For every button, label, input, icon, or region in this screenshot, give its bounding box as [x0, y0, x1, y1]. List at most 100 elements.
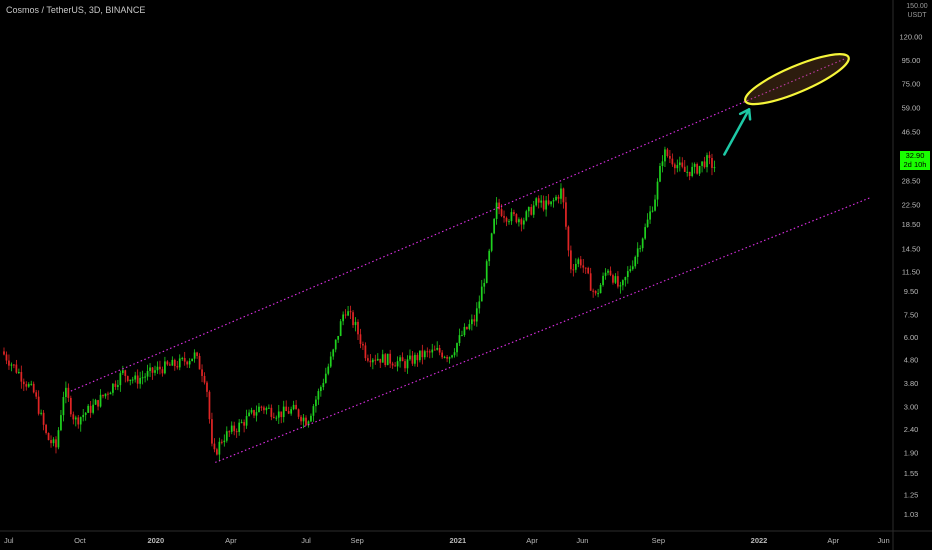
chart-title: Cosmos / TetherUS, 3D, BINANCE: [6, 5, 146, 15]
candle-body: [223, 440, 226, 443]
y-tick-label: 14.50: [902, 244, 921, 253]
last-price-badge[interactable]: 32.90 2d 10h: [900, 151, 930, 170]
candle-body: [79, 417, 82, 425]
candle-body: [324, 373, 327, 383]
candle-body: [451, 355, 453, 358]
candle-body: [114, 383, 117, 387]
y-tick-label: 59.00: [902, 104, 921, 113]
candle-body: [426, 351, 429, 353]
candle-body: [344, 314, 347, 316]
candle-body: [696, 164, 698, 174]
candle-body: [369, 360, 372, 363]
target-arrow-shaft: [723, 108, 751, 156]
candle-body: [379, 358, 382, 363]
candle-body: [550, 201, 552, 205]
candle-body: [391, 363, 394, 366]
candle-body: [178, 358, 181, 368]
candle-body: [151, 367, 154, 373]
candle-body: [399, 357, 401, 362]
candle-body: [102, 394, 104, 397]
candle-body: [285, 406, 288, 412]
candle-body: [419, 350, 421, 361]
candle-body: [117, 385, 119, 387]
candle-body: [3, 351, 5, 355]
candle-body: [329, 356, 332, 367]
candle-body: [493, 218, 496, 234]
candle-body: [498, 202, 500, 210]
candle-body: [607, 270, 609, 273]
candle-body: [57, 430, 60, 448]
x-axis: Jul Oct 2020 Apr Jul Sep 2021 Apr Jun Sep 2022 Apr J…: [4, 536, 890, 545]
candle-body: [134, 375, 137, 380]
candle-body: [508, 221, 510, 223]
x-tick-label: Apr: [827, 536, 839, 545]
candle-body: [681, 162, 684, 167]
y-tick-label: 11.50: [902, 268, 920, 277]
candle-body: [270, 407, 273, 417]
candle-body: [352, 312, 354, 326]
candle-body: [265, 407, 268, 411]
candle-body: [428, 351, 431, 353]
candle-body: [349, 311, 352, 313]
candle-body: [678, 162, 681, 166]
candle-body: [211, 419, 213, 444]
candle-body: [644, 227, 647, 239]
candle-countdown: 2d 10h: [903, 160, 927, 169]
candle-body: [480, 286, 483, 302]
y-tick-label: 120.00: [900, 32, 923, 41]
candle-body: [201, 369, 203, 376]
candle-body: [589, 273, 592, 291]
candle-body: [453, 352, 456, 356]
candle-body: [381, 354, 384, 363]
candle-body: [176, 366, 179, 368]
candle-body: [280, 411, 283, 418]
candle-body: [245, 416, 248, 426]
candle-body: [342, 314, 345, 322]
candle-body: [416, 354, 419, 361]
candle-body: [651, 210, 654, 212]
candle-body: [636, 248, 639, 257]
candle-body: [13, 364, 15, 366]
candle-body: [104, 393, 107, 397]
candle-body: [35, 392, 38, 397]
candle-body: [527, 207, 530, 212]
candle-body: [238, 422, 241, 432]
candle-body: [339, 321, 342, 336]
candle-body: [97, 400, 99, 407]
candle-body: [141, 377, 144, 379]
candle-body: [698, 165, 701, 174]
candle-body: [347, 311, 349, 316]
candle-body: [315, 399, 317, 407]
candle-body: [129, 379, 132, 381]
candle-body: [235, 431, 238, 433]
candle-body: [688, 171, 691, 177]
target-arrow-head: [738, 108, 752, 121]
candle-body: [302, 417, 305, 422]
candle-body: [263, 407, 265, 411]
candle-body: [225, 431, 228, 441]
candle-body: [277, 411, 280, 418]
x-tick-label: Jul: [301, 536, 311, 545]
candle-body: [386, 353, 389, 366]
candle-body: [584, 267, 587, 269]
candle-body: [624, 277, 627, 281]
candle-body: [45, 424, 47, 433]
candle-body: [659, 166, 661, 182]
candle-body: [443, 356, 446, 358]
y-tick-label: 2.40: [904, 425, 919, 434]
candle-body: [495, 202, 498, 219]
candle-body: [656, 181, 659, 200]
x-tick-label: Apr: [225, 536, 237, 545]
candle-body: [572, 269, 575, 271]
candle-body: [599, 284, 602, 294]
candle-body: [84, 412, 87, 415]
y-tick-label: 9.50: [904, 287, 919, 296]
candle-body: [121, 370, 124, 374]
candle-body: [168, 364, 171, 366]
candle-body: [119, 373, 122, 386]
y-tick-label: 3.80: [904, 379, 919, 388]
candle-body: [483, 282, 486, 287]
candle-body: [621, 280, 624, 286]
x-tick-label: Jun: [576, 536, 588, 545]
